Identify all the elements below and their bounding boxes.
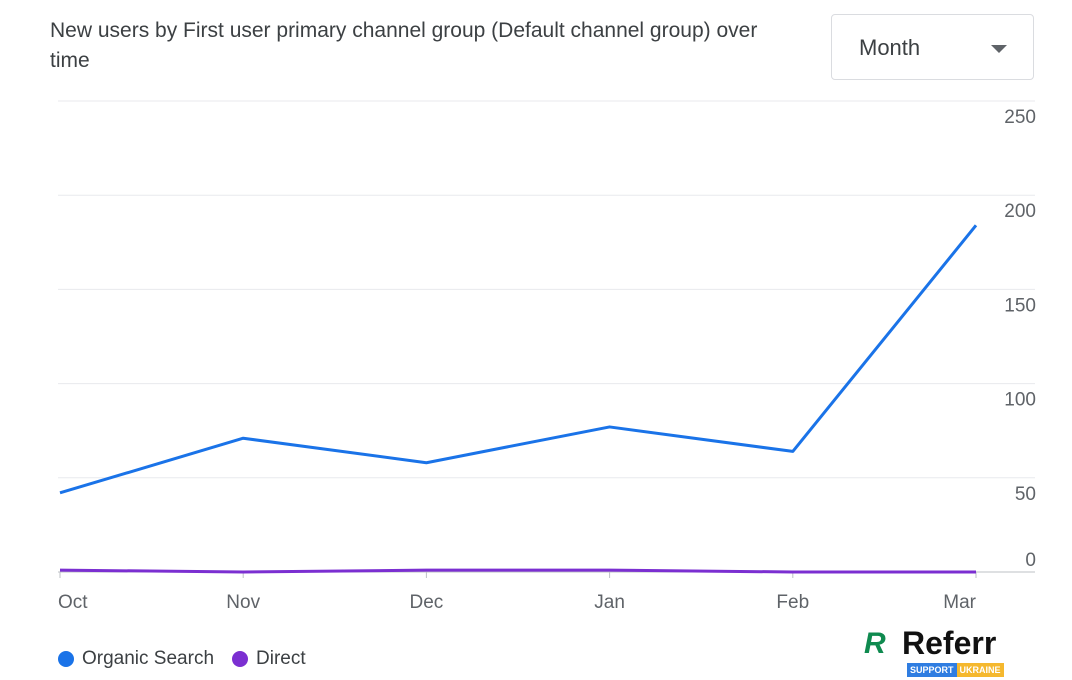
y-tick-label: 250 <box>1004 107 1036 128</box>
y-tick-label: 100 <box>1004 390 1036 411</box>
y-tick-label: 0 <box>1025 550 1036 571</box>
x-tick-label: Jan <box>594 592 625 613</box>
x-tick-label: Nov <box>226 592 260 613</box>
x-tick-label: Oct <box>58 592 88 613</box>
legend-label: Organic Search <box>82 648 215 669</box>
legend-dot <box>58 651 74 667</box>
legend-label: Direct <box>256 648 306 669</box>
chevron-down-icon <box>991 45 1007 53</box>
logo-mark: R <box>864 627 886 660</box>
legend-dot <box>232 651 249 667</box>
y-tick-label: 50 <box>1015 484 1036 505</box>
x-tick-label: Feb <box>776 592 809 613</box>
logo-name: Referr <box>902 625 997 661</box>
x-tick-label: Mar <box>943 592 976 613</box>
legend: Organic Search Direct <box>58 648 306 670</box>
logo-tag-ukraine: UKRAINE <box>956 663 1004 677</box>
legend-item-organic[interactable]: Organic Search <box>58 648 214 670</box>
chart-title: New users by First user primary channel … <box>50 19 758 72</box>
legend-item-direct[interactable]: Direct <box>232 648 306 670</box>
series-line-organic-search <box>59 224 978 495</box>
referr-logo: R Referr SUPPORT UKRAINE <box>864 626 1024 678</box>
x-tick-label: Dec <box>410 592 444 613</box>
line-chart: 0 50 100 150 200 250 Oct Nov Dec Jan Feb Mar <box>58 100 1036 613</box>
period-dropdown[interactable]: Month <box>831 14 1034 80</box>
y-tick-label: 200 <box>1004 201 1036 222</box>
logo-tag-support: SUPPORT <box>907 663 957 677</box>
y-tick-label: 150 <box>1004 295 1036 316</box>
series-line-direct <box>59 568 976 574</box>
period-dropdown-value: Month <box>859 35 921 60</box>
